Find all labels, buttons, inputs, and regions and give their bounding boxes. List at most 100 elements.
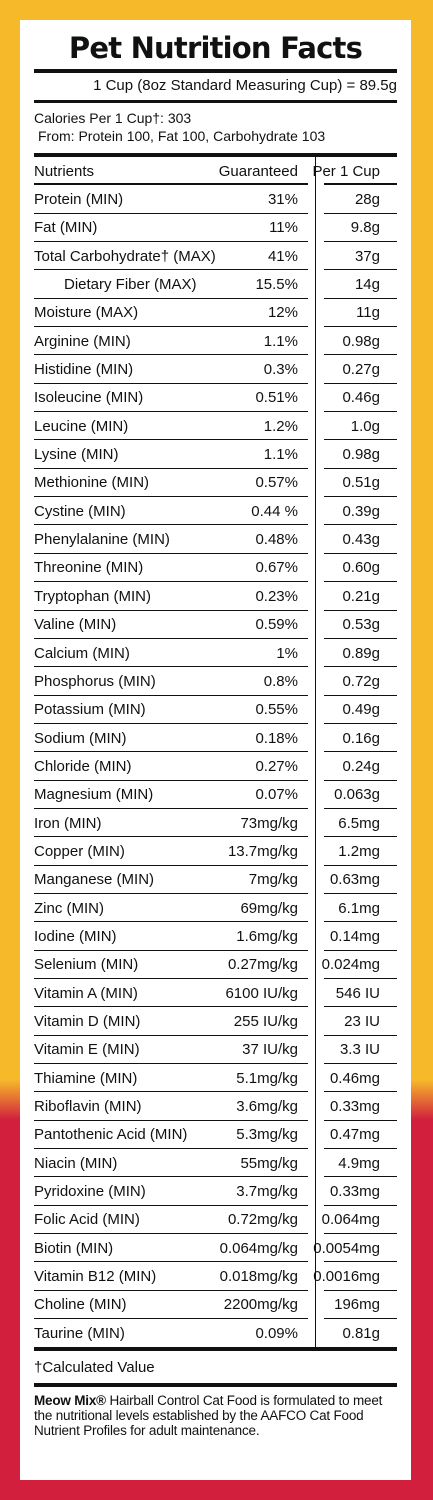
calories-per-cup: Calories Per 1 Cup†: 303 xyxy=(34,110,192,126)
guaranteed-value: 41% xyxy=(267,247,298,265)
table-row: Chloride (MIN) 0.27% 0.24g xyxy=(34,752,397,781)
per-cup-value: 9.8g xyxy=(350,219,380,237)
calories-breakdown: From: Protein 100, Fat 100, Carbohydrate… xyxy=(38,128,326,144)
header-guaranteed: Guaranteed xyxy=(218,162,298,180)
nutrient-name: Vitamin E (MIN) xyxy=(34,1041,140,1059)
table-row: Magnesium (MIN) 0.07% 0.063g xyxy=(34,781,397,809)
guaranteed-value: 0.51% xyxy=(255,389,298,407)
table-row: Niacin (MIN) 55mg/kg 4.9mg xyxy=(34,1149,397,1178)
table-row: Selenium (MIN) 0.27mg/kg 0.024mg xyxy=(34,951,397,979)
nutrient-name: Arginine (MIN) xyxy=(34,332,131,350)
guaranteed-value: 12% xyxy=(267,304,298,322)
per-cup-value: 0.14mg xyxy=(329,927,380,945)
per-cup-value: 0.98g xyxy=(342,446,380,464)
table-row: Threonine (MIN) 0.67% 0.60g xyxy=(34,554,397,583)
table-row: Protein (MIN) 31% 28g xyxy=(34,185,397,214)
nutrient-name: Cystine (MIN) xyxy=(34,502,126,520)
guaranteed-value: 0.67% xyxy=(255,559,298,577)
per-cup-value: 0.063g xyxy=(334,786,380,804)
table-row: Cystine (MIN) 0.44 % 0.39g xyxy=(34,497,397,526)
nutrient-name: Choline (MIN) xyxy=(34,1296,127,1314)
header-nutrients: Nutrients xyxy=(34,162,95,180)
guaranteed-value: 13.7mg/kg xyxy=(227,842,298,860)
guaranteed-value: 0.8% xyxy=(263,672,298,690)
guaranteed-value: 255 IU/kg xyxy=(233,1012,298,1030)
table-row: Vitamin B12 (MIN) 0.018mg/kg 0.0016mg xyxy=(34,1262,397,1291)
nutrient-name: Phenylalanine (MIN) xyxy=(34,531,170,549)
table-row: Phenylalanine (MIN) 0.48% 0.43g xyxy=(34,525,397,554)
guaranteed-value: 31% xyxy=(267,191,298,209)
per-cup-value: 0.72g xyxy=(342,672,380,690)
table-row: Phosphorus (MIN) 0.8% 0.72g xyxy=(34,667,397,696)
guaranteed-value: 11% xyxy=(269,219,298,237)
nutrient-name: Niacin (MIN) xyxy=(34,1154,118,1172)
guaranteed-value: 73mg/kg xyxy=(240,814,298,832)
column-divider xyxy=(315,157,316,1348)
per-cup-value: 23 IU xyxy=(344,1012,380,1030)
nutrient-name: Calcium (MIN) xyxy=(34,644,130,662)
per-cup-value: 0.46mg xyxy=(329,1069,380,1087)
nutrient-name: Dietary Fiber (MAX) xyxy=(64,276,197,294)
nutrient-name: Isoleucine (MIN) xyxy=(34,389,144,407)
per-cup-value: 546 IU xyxy=(335,984,380,1002)
table-row: Isoleucine (MIN) 0.51% 0.46g xyxy=(34,384,397,413)
nutrient-name: Zinc (MIN) xyxy=(34,899,104,917)
guaranteed-value: 1.6mg/kg xyxy=(236,927,298,945)
nutrient-name: Pantothenic Acid (MIN) xyxy=(34,1126,188,1144)
guaranteed-value: 0.27% xyxy=(255,757,298,775)
guaranteed-value: 7mg/kg xyxy=(248,871,298,889)
table-row: Potassium (MIN) 0.55% 0.49g xyxy=(34,696,397,724)
table-row: Histidine (MIN) 0.3% 0.27g xyxy=(34,355,397,384)
table-row: Methionine (MIN) 0.57% 0.51g xyxy=(34,469,397,498)
title-divider xyxy=(34,69,397,73)
table-row: Dietary Fiber (MAX) 15.5% 14g xyxy=(34,270,397,299)
per-cup-value: 196mg xyxy=(334,1296,380,1314)
table-row: Manganese (MIN) 7mg/kg 0.63mg xyxy=(34,866,397,894)
guaranteed-value: 0.064mg/kg xyxy=(219,1239,298,1257)
footnote-divider xyxy=(34,1383,397,1388)
guaranteed-value: 1% xyxy=(276,644,298,662)
table-row: Fat (MIN) 11% 9.8g xyxy=(34,214,397,243)
table-row: Zinc (MIN) 69mg/kg 6.1mg xyxy=(34,894,397,923)
aafco-statement-text: Hairball Control Cat Food is formulated … xyxy=(34,1393,383,1439)
table-row: Vitamin A (MIN) 6100 IU/kg 546 IU xyxy=(34,979,397,1008)
table-row: Iron (MIN) 73mg/kg 6.5mg xyxy=(34,809,397,838)
per-cup-value: 0.89g xyxy=(342,644,380,662)
nutrient-name: Methionine (MIN) xyxy=(34,474,150,492)
table-row: Pantothenic Acid (MIN) 5.3mg/kg 0.47mg xyxy=(34,1121,397,1150)
table-row: Total Carbohydrate† (MAX) 41% 37g xyxy=(34,242,397,271)
per-cup-value: 11g xyxy=(356,304,380,322)
table-row: Moisture (MAX) 12% 11g xyxy=(34,299,397,328)
per-cup-value: 28g xyxy=(354,191,380,209)
guaranteed-value: 0.44 % xyxy=(251,502,298,520)
per-cup-value: 3.3 IU xyxy=(339,1041,380,1059)
table-row: Thiamine (MIN) 5.1mg/kg 0.46mg xyxy=(34,1064,397,1093)
per-cup-value: 0.47mg xyxy=(329,1126,380,1144)
nutrition-facts-panel: Pet Nutrition Facts 1 Cup (8oz Standard … xyxy=(20,20,411,1480)
table-header: Nutrients Guaranteed Per 1 Cup xyxy=(34,157,397,186)
per-cup-value: 0.49g xyxy=(342,701,380,719)
per-cup-value: 0.98g xyxy=(342,332,380,350)
calories-block: Calories Per 1 Cup†: 303 From: Protein 1… xyxy=(34,103,397,153)
table-row: Lysine (MIN) 1.1% 0.98g xyxy=(34,440,397,469)
per-cup-value: 4.9mg xyxy=(338,1154,380,1172)
nutrient-name: Magnesium (MIN) xyxy=(34,786,154,804)
serving-size: 1 Cup (8oz Standard Measuring Cup) = 89.… xyxy=(93,77,397,94)
guaranteed-value: 0.09% xyxy=(255,1324,298,1342)
per-cup-value: 0.53g xyxy=(342,616,380,634)
page-title: Pet Nutrition Facts xyxy=(68,33,363,65)
nutrient-name: Total Carbohydrate† (MAX) xyxy=(34,247,216,265)
table-row: Sodium (MIN) 0.18% 0.16g xyxy=(34,724,397,753)
header-per-cup: Per 1 Cup xyxy=(312,162,380,180)
per-cup-value: 0.39g xyxy=(342,502,380,520)
guaranteed-value: 55mg/kg xyxy=(240,1154,298,1172)
per-cup-value: 1.2mg xyxy=(338,842,380,860)
nutrient-name: Manganese (MIN) xyxy=(34,871,155,889)
guaranteed-value: 6100 IU/kg xyxy=(225,984,298,1002)
nutrient-name: Copper (MIN) xyxy=(34,842,125,860)
nutrient-name: Iodine (MIN) xyxy=(34,927,117,945)
nutrient-name: Riboflavin (MIN) xyxy=(34,1098,142,1116)
per-cup-value: 0.63mg xyxy=(329,871,380,889)
nutrient-name: Phosphorus (MIN) xyxy=(34,672,156,690)
serving-divider xyxy=(34,100,397,103)
